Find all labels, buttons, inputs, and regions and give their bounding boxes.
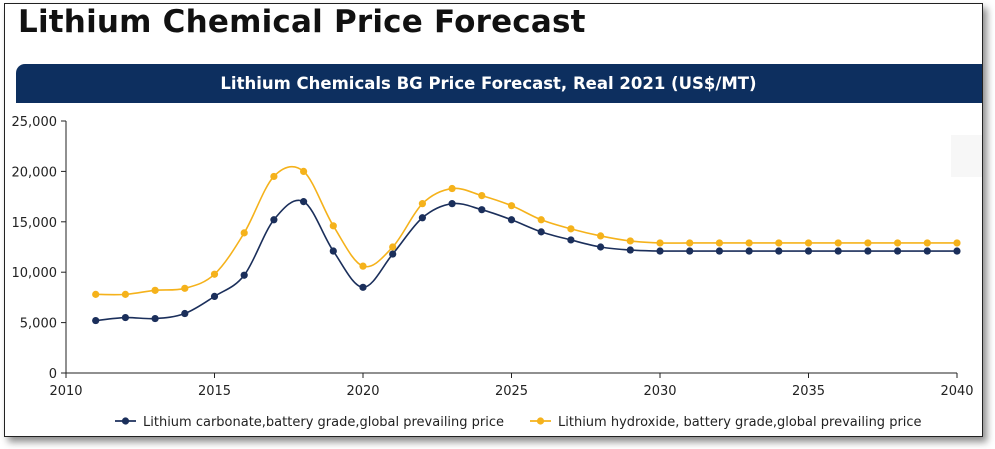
data-point[interactable] <box>953 247 961 255</box>
data-point[interactable] <box>804 247 813 255</box>
data-point[interactable] <box>478 191 486 200</box>
data-point[interactable] <box>656 247 664 255</box>
axes: 0 5,000 10,000 15,000 20,000 25,000 2010 2015 20… <box>12 115 974 399</box>
legend-item[interactable]: Lithium carbonate,battery grade,global p… <box>115 415 504 430</box>
data-point[interactable] <box>418 200 426 208</box>
series-group <box>92 165 961 325</box>
data-point[interactable] <box>389 243 397 251</box>
data-point[interactable] <box>567 236 575 244</box>
data-point[interactable] <box>121 313 129 322</box>
data-point[interactable] <box>92 290 100 298</box>
data-point[interactable] <box>151 286 159 294</box>
legend-label: Lithium hydroxide, battery grade,global … <box>558 415 922 430</box>
data-point[interactable] <box>715 247 724 255</box>
x-tick-label: 2010 <box>49 384 82 399</box>
y-tick-label: 0 <box>49 367 57 382</box>
data-point[interactable] <box>210 270 219 278</box>
data-point[interactable] <box>300 167 308 175</box>
series-line <box>95 199 957 322</box>
data-point[interactable] <box>240 229 248 237</box>
data-point[interactable] <box>329 247 337 255</box>
series-line <box>95 165 957 296</box>
x-tick-label: 2015 <box>198 384 231 399</box>
data-point[interactable] <box>597 243 605 251</box>
data-point[interactable] <box>834 247 842 255</box>
data-point[interactable] <box>864 247 872 255</box>
data-point[interactable] <box>448 200 456 208</box>
faint-overlay-box <box>951 135 982 177</box>
series-lithium-hydroxide <box>92 165 961 298</box>
data-point[interactable] <box>834 239 842 247</box>
data-point[interactable] <box>270 172 278 181</box>
data-point[interactable] <box>953 239 961 247</box>
data-point[interactable] <box>389 250 397 258</box>
data-point[interactable] <box>923 247 931 255</box>
data-point[interactable] <box>537 216 545 224</box>
data-point[interactable] <box>745 247 753 255</box>
x-tick-label: 2020 <box>346 384 379 399</box>
data-point[interactable] <box>775 247 783 255</box>
data-point[interactable] <box>537 228 545 236</box>
data-point[interactable] <box>478 206 486 214</box>
x-tick-label: 2030 <box>643 384 676 399</box>
data-point[interactable] <box>626 237 634 245</box>
data-point[interactable] <box>775 239 783 247</box>
data-point[interactable] <box>92 316 100 325</box>
data-point[interactable] <box>894 247 902 255</box>
data-point[interactable] <box>418 214 426 222</box>
data-point[interactable] <box>923 239 931 247</box>
y-tick-label: 10,000 <box>12 266 58 281</box>
page-title: Lithium Chemical Price Forecast <box>18 4 586 40</box>
data-point[interactable] <box>240 271 248 279</box>
legend-marker <box>536 417 545 425</box>
x-tick-label: 2025 <box>495 384 528 399</box>
data-point[interactable] <box>329 222 337 230</box>
legend-item[interactable]: Lithium hydroxide, battery grade,global … <box>530 415 922 430</box>
data-point[interactable] <box>686 239 694 247</box>
legend-marker <box>121 417 130 425</box>
data-point[interactable] <box>507 216 516 224</box>
data-point[interactable] <box>300 198 308 206</box>
data-point[interactable] <box>597 232 605 240</box>
data-point[interactable] <box>715 239 724 247</box>
y-tick-label: 5,000 <box>20 317 57 332</box>
data-point[interactable] <box>804 239 813 247</box>
y-tick-label: 20,000 <box>12 165 58 180</box>
data-point[interactable] <box>894 239 902 247</box>
data-point[interactable] <box>567 225 575 233</box>
x-tick-label: 2040 <box>940 384 973 399</box>
data-point[interactable] <box>448 184 456 193</box>
data-point[interactable] <box>507 202 516 210</box>
y-tick-label: 15,000 <box>12 216 58 231</box>
data-point[interactable] <box>656 239 664 247</box>
data-point[interactable] <box>210 292 219 300</box>
data-point[interactable] <box>270 216 278 224</box>
data-point[interactable] <box>181 309 189 318</box>
data-point[interactable] <box>359 283 367 291</box>
legend-label: Lithium carbonate,battery grade,global p… <box>143 415 504 430</box>
data-point[interactable] <box>686 247 694 255</box>
data-point[interactable] <box>626 246 634 254</box>
data-point[interactable] <box>745 239 753 247</box>
y-tick-label: 25,000 <box>12 115 58 130</box>
data-point[interactable] <box>181 284 189 292</box>
legend: Lithium carbonate,battery grade,global p… <box>115 415 922 430</box>
chart-title: Lithium Chemicals BG Price Forecast, Rea… <box>220 74 757 93</box>
chart-title-banner: Lithium Chemicals BG Price Forecast, Rea… <box>16 64 982 103</box>
chart-frame: Lithium Chemical Price Forecast Lithium … <box>4 3 983 437</box>
series-lithium-carbonate <box>92 198 961 325</box>
data-point[interactable] <box>359 262 367 270</box>
data-point[interactable] <box>121 290 129 298</box>
data-point[interactable] <box>151 314 159 323</box>
x-tick-label: 2035 <box>792 384 825 399</box>
data-point[interactable] <box>864 239 872 247</box>
